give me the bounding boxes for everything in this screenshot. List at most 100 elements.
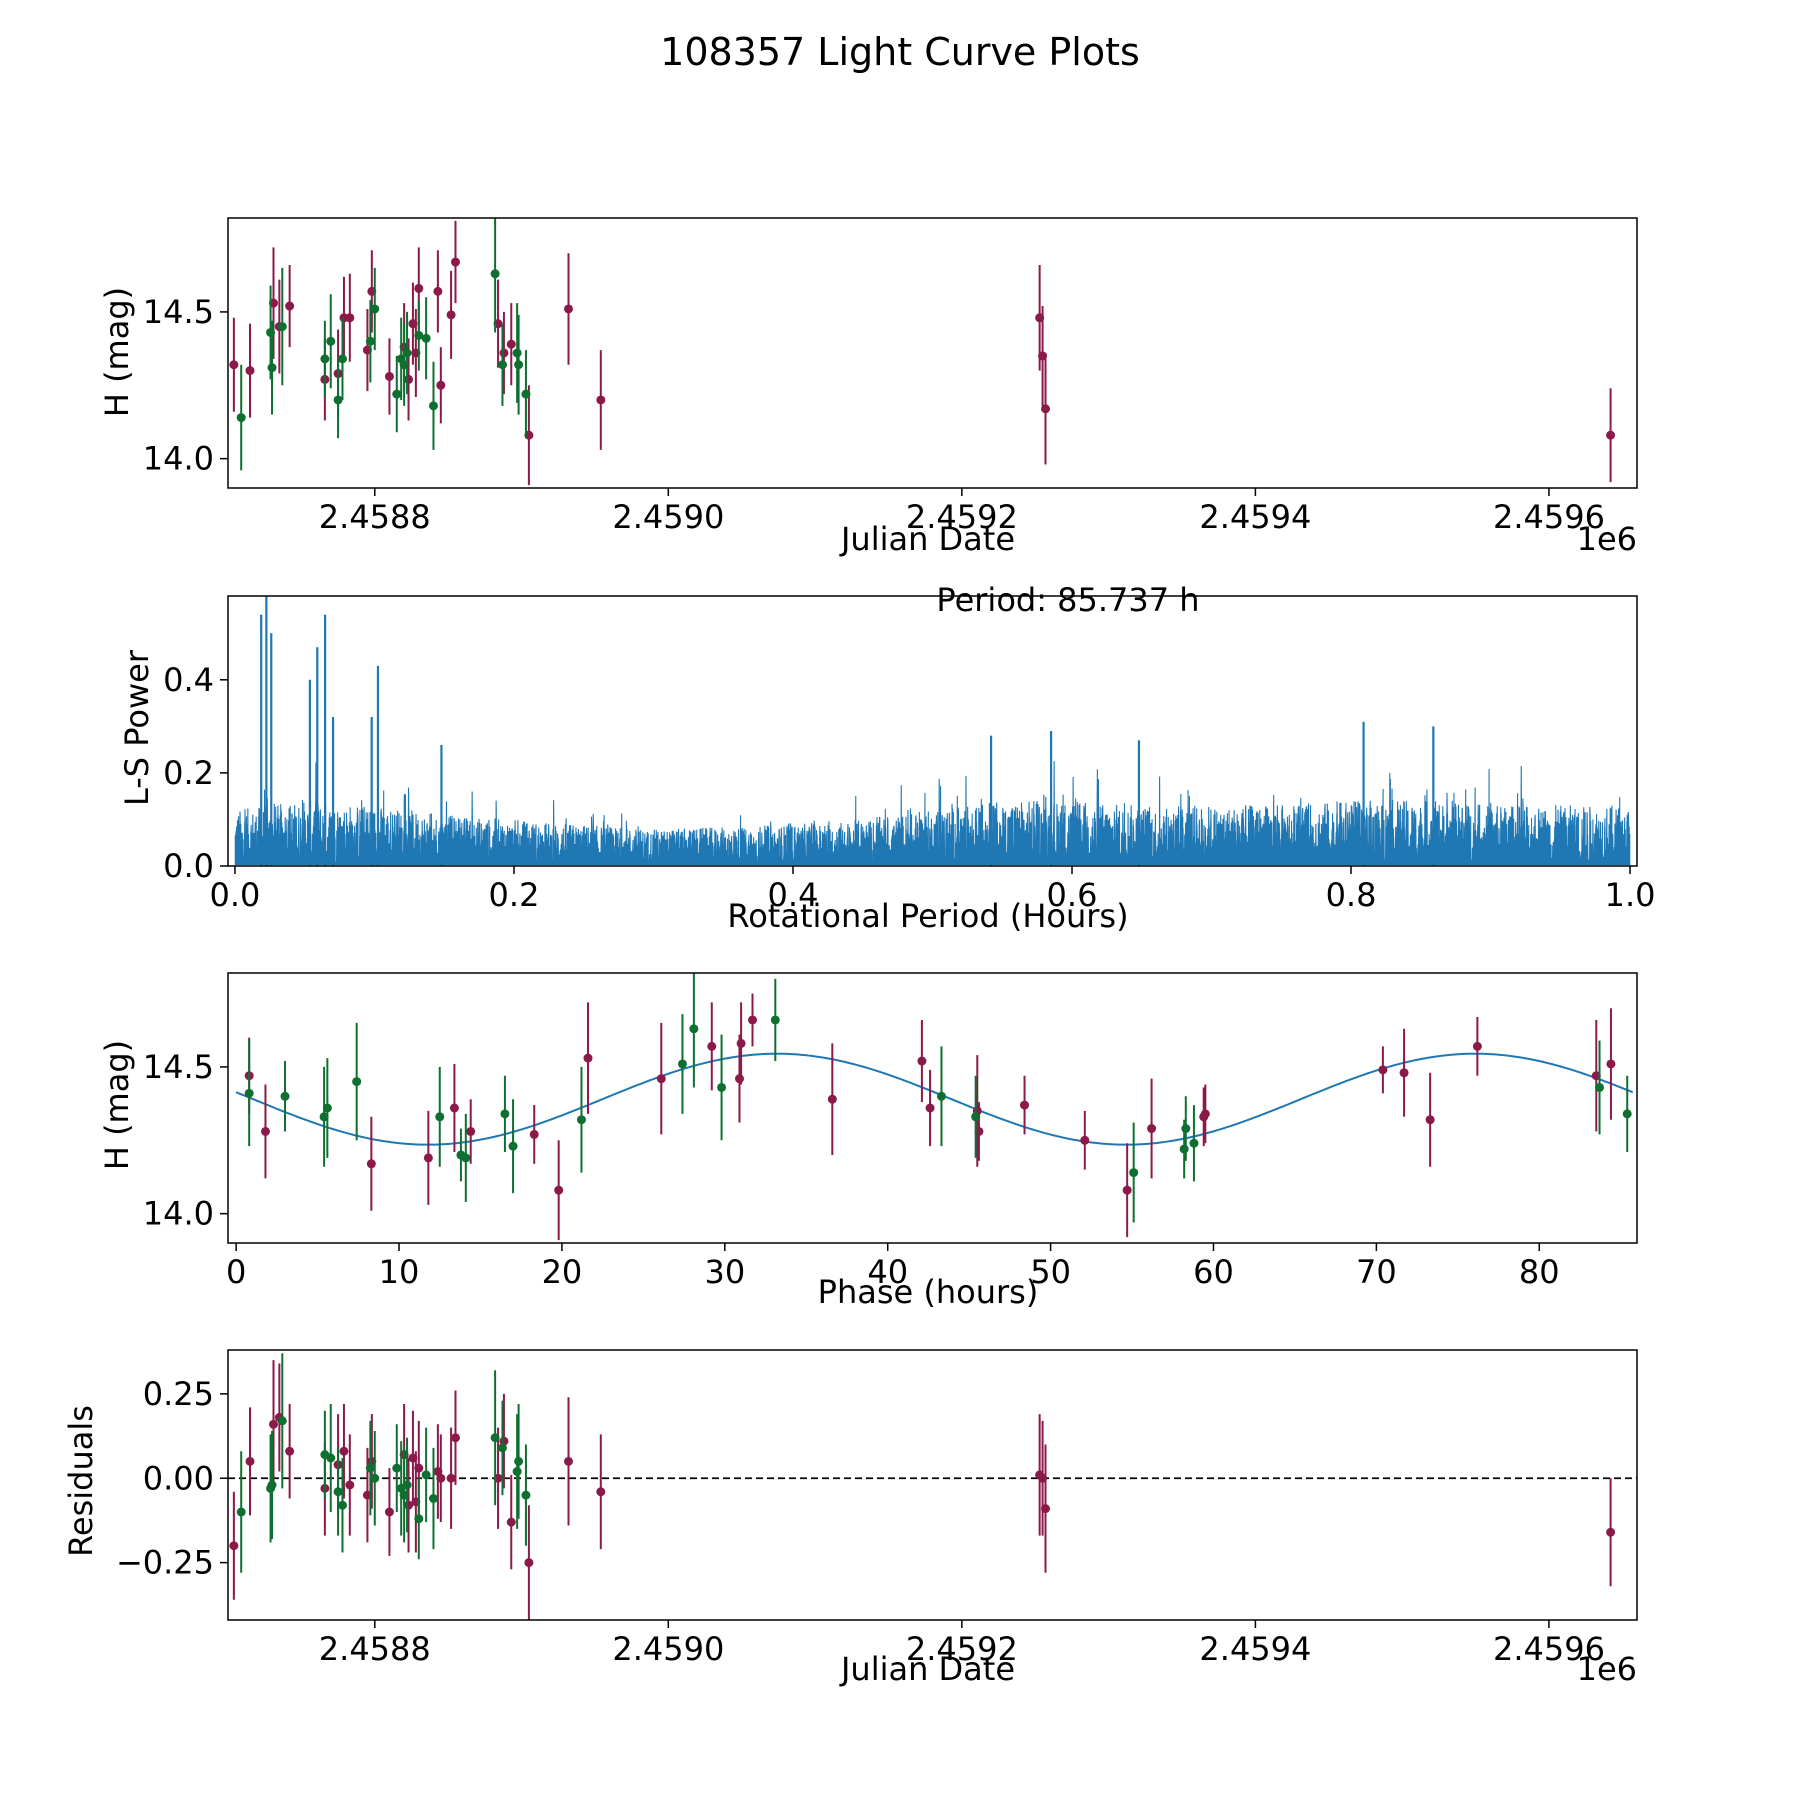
lightcurve-g-point-7	[337, 317, 347, 400]
phased-g-point-4	[352, 1022, 362, 1141]
lightcurve-r-point-11	[384, 338, 394, 415]
phased-r-point-1	[260, 1084, 270, 1179]
phased-r-point-16	[925, 1069, 935, 1147]
residuals-g-point-3	[277, 1353, 287, 1489]
phased-g-point-7	[461, 1113, 471, 1202]
periodogram-marks	[234, 596, 1631, 866]
lightcurve-r-marker-18	[436, 380, 446, 390]
lightcurve-g-marker-13	[402, 348, 412, 358]
periodogram-xtick-label-5: 1.0	[1605, 876, 1656, 914]
phased-r-point-3	[423, 1110, 433, 1205]
phased-g-marker-16	[971, 1112, 981, 1122]
lightcurve-ytick-label-1: 14.5	[143, 293, 214, 331]
lightcurve-g-point-18	[497, 323, 507, 406]
residuals-g-point-8	[365, 1420, 375, 1516]
phased-r-marker-8	[583, 1053, 593, 1063]
periodogram-xtick-label-4: 0.8	[1326, 876, 1377, 914]
residuals-g-point-2	[267, 1431, 277, 1539]
phased-r-marker-15	[917, 1056, 927, 1066]
residuals-r-marker-7	[339, 1446, 349, 1456]
periodogram-ytick-label-1: 0.2	[163, 754, 214, 792]
phased-r-point-6	[529, 1105, 539, 1164]
lightcurve-g-point-9	[370, 267, 380, 351]
lightcurve-g-point-21	[521, 350, 531, 439]
residuals-xtick-label-1: 2.4590	[612, 1630, 724, 1668]
phased-g-marker-17	[1129, 1168, 1139, 1178]
lightcurve-ytick-label-0: 14.0	[143, 440, 214, 478]
phased-r-marker-12	[736, 1038, 746, 1048]
phased-marks	[235, 973, 1634, 1241]
residuals-r-marker-19	[446, 1473, 456, 1483]
phased-g-marker-7	[461, 1153, 471, 1163]
phased-r-point-10	[707, 1002, 717, 1091]
phased-g-marker-3	[322, 1103, 332, 1113]
residuals-r-marker-16	[414, 1463, 424, 1473]
residuals-xtick-label-3: 2.4594	[1199, 1630, 1311, 1668]
phased-r-point-7	[554, 1140, 564, 1241]
lightcurve-r-marker-1	[245, 366, 255, 376]
phased-r-marker-11	[734, 1074, 744, 1084]
lightcurve-r-marker-13	[404, 374, 414, 384]
phased-xtick-label-2: 20	[542, 1253, 583, 1291]
residuals-g-marker-17	[490, 1433, 500, 1443]
lightcurve-r-point-29	[1041, 353, 1051, 465]
residuals-r-point-4	[285, 1404, 295, 1499]
phased-r-point-27	[1425, 1072, 1435, 1167]
residuals-g-marker-19	[512, 1467, 522, 1476]
lightcurve-r-marker-4	[285, 301, 295, 311]
lightcurve-offset-label: 1e6	[1577, 520, 1637, 558]
phased-r-point-20	[1080, 1110, 1090, 1170]
lightcurve-r-point-23	[506, 303, 516, 386]
residuals-g-point-19	[512, 1414, 522, 1529]
phased-fit-curve	[235, 1052, 1634, 1146]
lightcurve-r-point-4	[285, 264, 295, 348]
periodogram-ytick-label-2: 0.4	[163, 661, 214, 699]
lightcurve-r-marker-22	[499, 348, 509, 358]
phased-r-point-5	[466, 1099, 476, 1164]
phased-g-marker-4	[352, 1077, 362, 1087]
phased-r-point-21	[1122, 1143, 1132, 1238]
residuals-r-point-26	[596, 1434, 606, 1550]
residuals-g-point-6	[333, 1447, 343, 1536]
periodogram-plot-area: 0.0 0.2 0.4 0.6 0.8 1.0 0.0 0.2 0.4	[163, 595, 1656, 914]
phased-r-point-28	[1472, 1017, 1482, 1076]
lightcurve-r-marker-0	[229, 360, 239, 370]
phased-g-point-5	[435, 1066, 445, 1167]
phased-g-marker-12	[689, 1024, 699, 1034]
lightcurve-r-marker-8	[345, 313, 355, 323]
phased-r-marker-16	[925, 1103, 935, 1113]
residuals-r-marker-0	[229, 1541, 239, 1551]
residuals-r-marker-1	[245, 1456, 255, 1466]
phased-g-marker-21	[1595, 1082, 1605, 1092]
periodogram-panel: 0.0 0.2 0.4 0.6 0.8 1.0 0.0 0.2 0.4 Period: 85.7…	[118, 581, 1655, 935]
lightcurve-r-marker-30	[1606, 430, 1616, 440]
periodogram-xtick-label-1: 0.2	[489, 876, 540, 914]
lightcurve-xlabel: Julian Date	[839, 520, 1015, 558]
residuals-r-marker-26	[596, 1487, 606, 1497]
phased-g-marker-15	[936, 1091, 946, 1101]
lightcurve-g-point-0	[236, 364, 246, 471]
residuals-r-point-11	[384, 1468, 394, 1556]
residuals-g-marker-21	[521, 1490, 531, 1500]
lightcurve-xtick-label-2: 2.4592	[906, 498, 1018, 536]
phased-g-marker-0	[244, 1088, 254, 1098]
phased-g-marker-9	[508, 1141, 518, 1151]
residuals-r-point-7	[339, 1404, 349, 1499]
phased-r-marker-7	[554, 1185, 564, 1195]
phased-frame	[227, 972, 1638, 1244]
lightcurve-r-marker-20	[450, 257, 460, 267]
residuals-g-point-17	[490, 1370, 500, 1506]
phased-g-point-10	[576, 1066, 586, 1173]
residuals-g-point-13	[402, 1437, 412, 1533]
lightcurve-g-marker-15	[421, 333, 431, 343]
phased-r-marker-25	[1378, 1065, 1388, 1075]
lightcurve-r-marker-11	[384, 371, 394, 381]
lightcurve-g-point-4	[320, 320, 330, 398]
lightcurve-g-point-2	[267, 320, 277, 415]
lightcurve-g-marker-5	[326, 336, 336, 346]
residuals-g-point-5	[326, 1404, 336, 1512]
phased-r-marker-24	[1200, 1109, 1210, 1119]
lightcurve-r-point-30	[1606, 388, 1616, 483]
lightcurve-g-marker-21	[521, 389, 531, 399]
